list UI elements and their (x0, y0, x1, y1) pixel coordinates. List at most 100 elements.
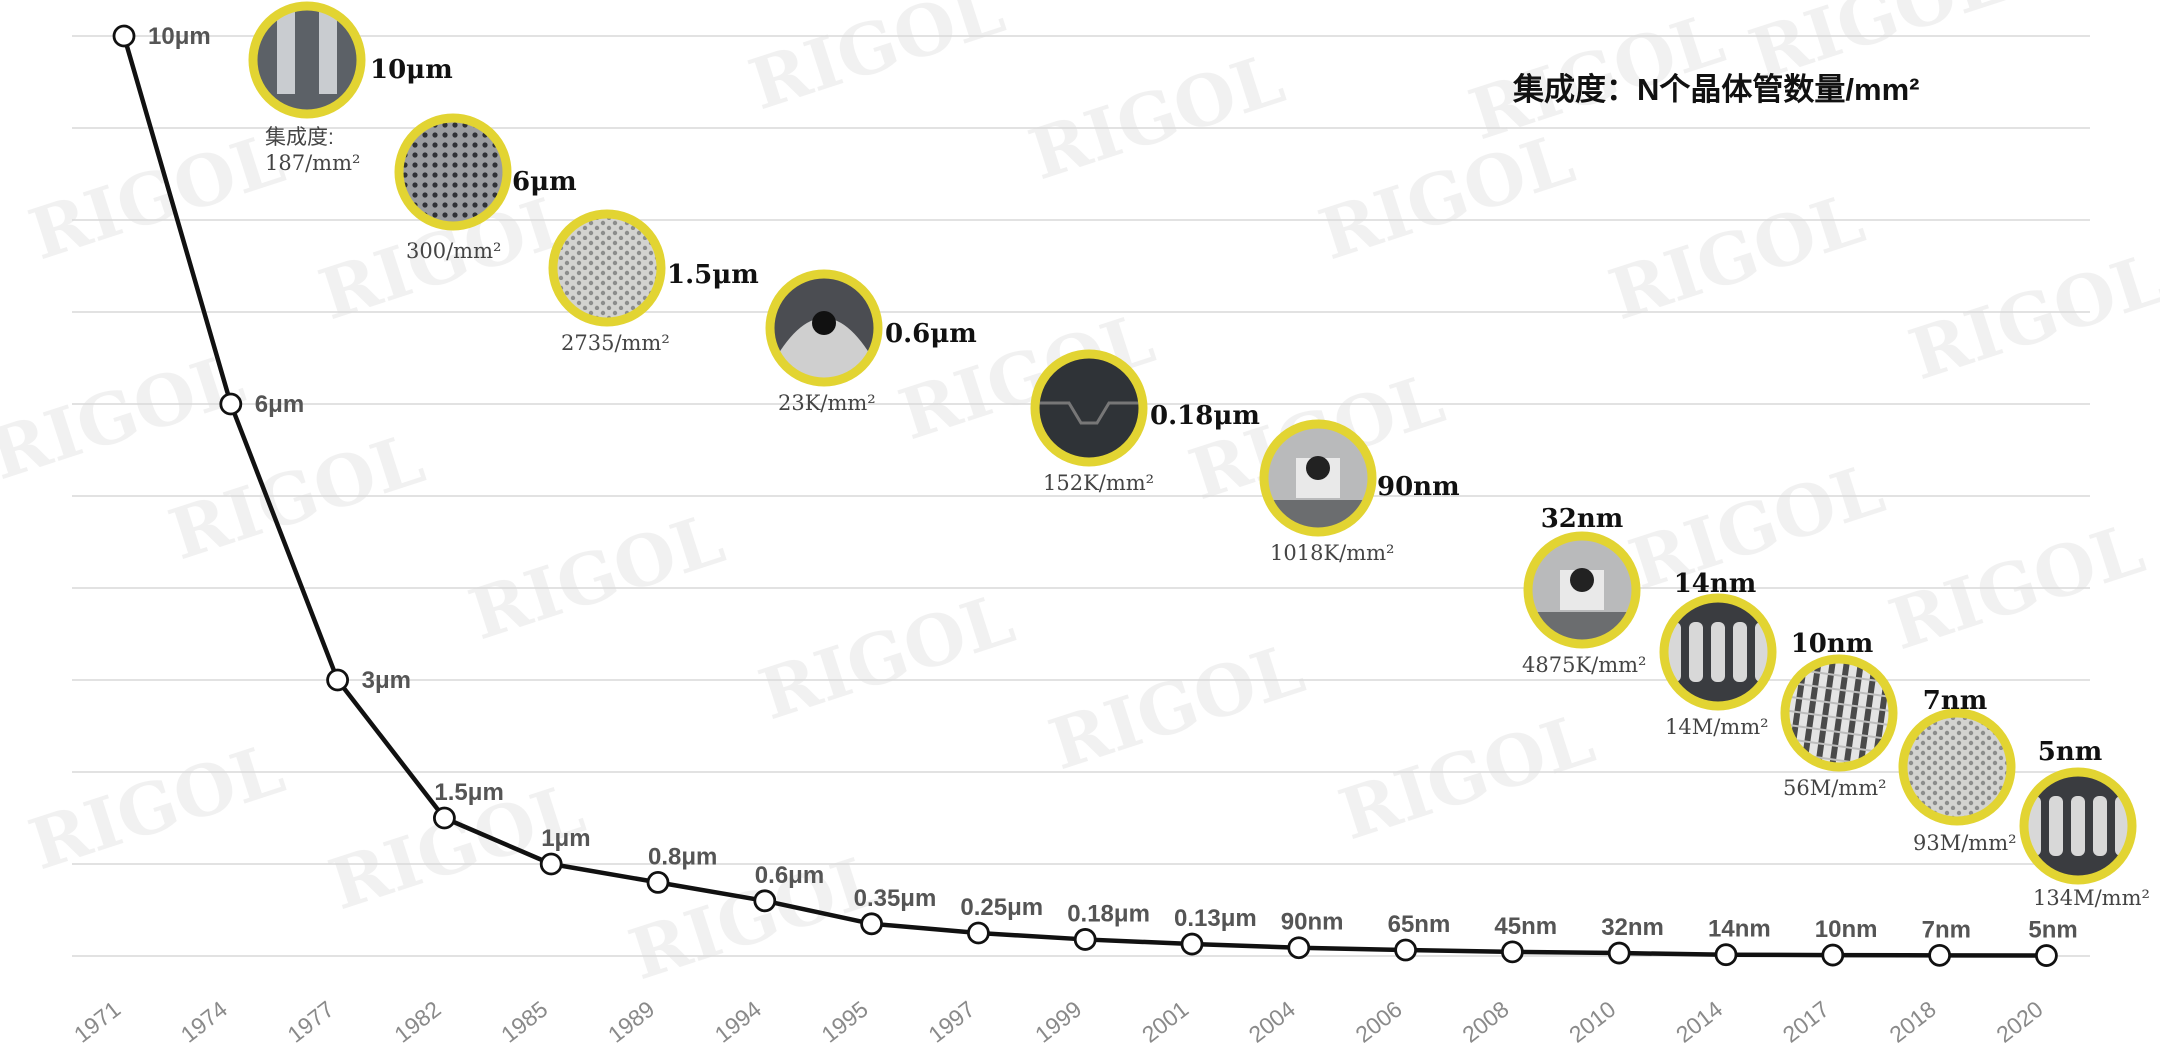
callout-node-label: 10μm (370, 55, 453, 85)
watermark-text: RIGOL (460, 497, 734, 657)
watermark-text: RIGOL (1330, 697, 1604, 857)
watermark-text: RIGOL (1620, 447, 1894, 607)
data-point (326, 668, 350, 692)
node-image-callouts: 10μm 集成度:187/mm² 6μm 300/mm² 1.5μm 2735/mm² 0.… (248, 1, 2150, 910)
watermark-text: RIGOL (750, 577, 1024, 737)
density-unit-note: 集成度：N个晶体管数量/mm² (1512, 72, 1919, 107)
x-tick-label: 1989 (603, 996, 659, 1048)
node-callout: 7nm 93M/mm² (1898, 686, 2017, 855)
node-label: 32nm (1601, 914, 1664, 941)
callout-ring (1259, 419, 1377, 537)
x-tick-label: 2018 (1885, 996, 1941, 1048)
callout-node-label: 90nm (1377, 472, 1460, 502)
node-label: 0.6μm (755, 862, 824, 889)
node-label: 65nm (1388, 911, 1451, 938)
callout-density: 187/mm² (265, 151, 360, 175)
node-label: 0.25μm (960, 894, 1043, 921)
callout-node-label: 0.18μm (1150, 401, 1260, 431)
node-label: 7nm (1922, 916, 1971, 943)
callout-ring (1523, 531, 1641, 649)
callout-node-label: 10nm (1791, 629, 1874, 659)
watermark-text: RIGOL (1020, 37, 1294, 197)
node-label: 0.13μm (1174, 905, 1257, 932)
callout-node-label: 32nm (1541, 504, 1624, 534)
watermark-text: RIGOL (20, 727, 294, 887)
node-label: 6μm (255, 391, 304, 418)
callout-ring (1780, 654, 1898, 772)
data-point (1287, 936, 1311, 960)
callout-node-label: 1.5μm (667, 260, 759, 290)
watermark-text: RIGOL (0, 337, 253, 497)
callout-ring (248, 1, 366, 119)
callout-node-label: 6μm (512, 167, 577, 197)
x-tick-label: 2008 (1457, 996, 1513, 1048)
data-point (967, 921, 990, 945)
callout-ring (548, 209, 666, 327)
callout-caption: 集成度: (265, 126, 334, 149)
x-tick-label: 2014 (1671, 996, 1727, 1048)
x-tick-label: 2004 (1244, 996, 1300, 1048)
callout-node-label: 14nm (1674, 569, 1757, 599)
watermark-text: RIGOL (1310, 117, 1584, 277)
watermark-text: RIGOL (740, 0, 1014, 126)
callout-density: 1018K/mm² (1270, 541, 1394, 565)
data-point (1821, 943, 1845, 967)
callout-density: 93M/mm² (1913, 831, 2017, 855)
x-axis-year-labels: 1971 1974 1977 1982 1985 1989 1994 1995 1997 1999… (69, 996, 2048, 1048)
watermark-text: RIGOL (1880, 507, 2154, 667)
x-tick-label: 1994 (710, 996, 766, 1048)
callout-density: 4875K/mm² (1522, 653, 1646, 677)
x-tick-label: 2006 (1351, 996, 1407, 1048)
x-tick-label: 2001 (1137, 996, 1193, 1048)
data-point (1180, 932, 1204, 956)
watermark-text: RIGOL (1900, 237, 2160, 397)
node-label: 10nm (1815, 916, 1878, 943)
x-tick-label: 1982 (389, 996, 445, 1048)
callout-ring (1898, 708, 2016, 826)
node-callout: 0.18μm 152K/mm² (1030, 349, 1260, 495)
node-callout: 10μm 集成度:187/mm² (248, 1, 453, 175)
callout-ring (1659, 593, 1777, 711)
callout-node-label: 0.6μm (885, 319, 977, 349)
callout-ring (2019, 767, 2137, 885)
node-callout: 1.5μm 2735/mm² (548, 209, 759, 355)
callout-ring (394, 113, 512, 231)
callout-density: 56M/mm² (1783, 776, 1887, 800)
node-label: 0.8μm (648, 843, 717, 870)
callout-density: 300/mm² (406, 239, 501, 263)
data-point (860, 912, 883, 936)
data-point (1714, 943, 1738, 967)
node-callout: 5nm 134M/mm² (2019, 737, 2150, 910)
data-point (1607, 941, 1631, 965)
data-point (1073, 928, 1097, 951)
node-label: 5nm (2028, 917, 2077, 944)
node-label: 1μm (541, 825, 590, 852)
node-label: 3μm (362, 667, 411, 694)
node-label: 90nm (1281, 909, 1344, 936)
x-tick-label: 1985 (496, 996, 552, 1048)
node-label: 0.35μm (854, 885, 937, 912)
data-point (646, 871, 670, 894)
data-point (753, 889, 777, 913)
data-point (1394, 938, 1417, 962)
x-tick-label: 1974 (176, 996, 232, 1048)
data-point (432, 806, 456, 830)
callout-density: 23K/mm² (778, 391, 876, 415)
trend-series: 10μm 6μm 3μm 1.5μm 1μm 0.8μm 0.6μm 0.35μm 0.25μm… (112, 23, 2078, 967)
node-label: 0.18μm (1067, 900, 1150, 927)
node-callout: 90nm 1018K/mm² (1259, 419, 1460, 565)
data-point (539, 852, 563, 876)
watermark-text: RIGOL (1040, 627, 1314, 787)
callout-density: 152K/mm² (1043, 471, 1154, 495)
node-callout: 14nm 14M/mm² (1659, 569, 1777, 739)
x-tick-label: 1999 (1030, 996, 1086, 1048)
node-label: 1.5μm (434, 779, 503, 806)
callout-node-label: 7nm (1923, 686, 1988, 716)
data-point (219, 392, 243, 416)
x-tick-label: 1971 (69, 996, 125, 1048)
data-point (1928, 943, 1951, 967)
node-callout: 6μm 300/mm² (394, 113, 577, 263)
data-point (112, 24, 136, 48)
x-tick-label: 1977 (283, 996, 339, 1048)
